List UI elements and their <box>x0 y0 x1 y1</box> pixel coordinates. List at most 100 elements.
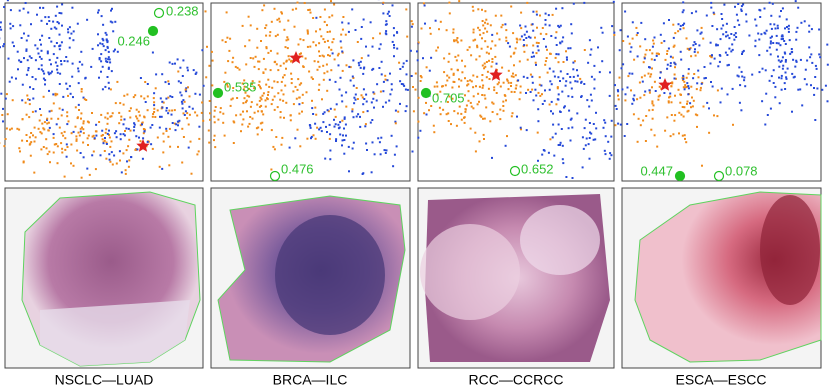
scatter-dot <box>48 110 51 113</box>
scatter-dot <box>56 21 59 23</box>
scatter-dot <box>417 120 420 123</box>
scatter-dot <box>171 109 174 112</box>
scatter-dot <box>670 101 673 104</box>
scatter-dot <box>201 101 204 104</box>
scatter-dot <box>617 122 620 125</box>
scatter-dot <box>87 144 89 146</box>
scatter-dot <box>80 176 83 179</box>
scatter-dot <box>674 114 677 117</box>
scatter-dot <box>320 130 323 133</box>
scatter-dot <box>342 134 344 137</box>
scatter-dot <box>39 131 42 134</box>
scatter-dot <box>527 88 530 91</box>
scatter-dot <box>697 76 700 79</box>
scatter-dot <box>227 60 230 63</box>
scatter-dot <box>62 95 65 98</box>
scatter-dot <box>453 40 456 43</box>
scatter-dot <box>54 92 57 95</box>
scatter-dot <box>488 52 490 55</box>
scatter-dot <box>52 151 55 154</box>
scatter-dot <box>751 73 754 76</box>
scatter-dot <box>710 56 713 59</box>
scatter-dot <box>265 24 268 27</box>
scatter-dot <box>259 96 262 99</box>
scatter-dot <box>531 81 534 84</box>
scatter-dot <box>706 101 709 104</box>
scatter-dot <box>589 93 592 96</box>
scatter-dot <box>154 116 157 118</box>
scatter-dot <box>692 77 695 80</box>
scatter-dot <box>382 1 385 4</box>
scatter-dot <box>726 34 729 37</box>
scatter-dot <box>356 41 359 43</box>
scatter-dot <box>666 116 669 119</box>
scatter-dot <box>81 63 84 66</box>
scatter-dot <box>151 147 154 150</box>
scatter-dot <box>58 33 61 36</box>
scatter-dot <box>531 88 534 91</box>
scatter-dot <box>70 143 73 146</box>
scatter-dot <box>624 10 627 13</box>
scatter-dot <box>494 55 497 58</box>
scatter-dot <box>559 143 562 146</box>
scatter-dot <box>285 39 288 42</box>
scatter-dot <box>588 137 591 139</box>
scatter-dot <box>610 154 613 157</box>
scatter-dot <box>497 81 500 84</box>
scatter-dot <box>240 130 242 133</box>
scatter-dot <box>539 32 542 35</box>
scatter-dot <box>97 44 99 47</box>
scatter-dot <box>436 93 439 96</box>
scatter-dot <box>382 80 385 83</box>
scatter-dot <box>177 145 179 148</box>
scatter-dot <box>491 58 494 60</box>
scatter-dot <box>248 95 251 98</box>
scatter-dot <box>214 146 217 149</box>
scatter-dot <box>149 126 152 129</box>
scatter-dot <box>777 55 779 58</box>
scatter-dot <box>186 66 189 69</box>
scatter-dot <box>360 26 363 28</box>
scatter-dot <box>561 40 564 43</box>
scatter-dot <box>316 68 319 71</box>
scatter-dot <box>106 45 109 48</box>
scatter-dot <box>547 151 550 154</box>
scatter-dot <box>76 149 79 152</box>
scatter-dot <box>146 109 149 112</box>
scatter-dot <box>189 140 192 143</box>
scatter-dot <box>693 50 696 53</box>
scatter-dot <box>91 154 94 157</box>
scatter-dot <box>741 75 744 78</box>
scatter-dot <box>653 80 656 83</box>
scatter-dot <box>278 17 281 20</box>
scatter-dot <box>298 103 301 106</box>
scatter-dot <box>598 71 601 74</box>
scatter-dot <box>74 106 77 109</box>
scatter-dot <box>484 40 487 43</box>
scatter-dot <box>34 136 37 139</box>
scatter-dot <box>198 137 201 140</box>
scatter-dot <box>72 30 75 33</box>
scatter-dot <box>447 112 450 115</box>
scatter-dot <box>307 9 310 11</box>
scatter-dot <box>90 65 93 68</box>
scatter-dot <box>439 113 442 116</box>
scatter-dot <box>588 157 591 160</box>
scatter-dot <box>627 75 630 78</box>
scatter-dot <box>194 111 197 114</box>
scatter-dot <box>196 114 199 117</box>
scatter-dot <box>75 135 78 138</box>
scatter-dot <box>253 111 256 114</box>
scatter-dot <box>1 114 4 116</box>
scatter-dot <box>352 77 355 79</box>
scatter-dot <box>438 28 440 31</box>
scatter-dot <box>270 129 273 132</box>
scatter-dot <box>614 104 617 107</box>
scatter-dot <box>630 46 633 49</box>
scatter-dot <box>317 60 320 63</box>
scatter-dot <box>682 24 684 27</box>
scatter-dot <box>289 114 292 117</box>
scatter-dot <box>207 129 210 132</box>
scatter-dot <box>340 46 343 49</box>
scatter-dot <box>24 101 27 104</box>
